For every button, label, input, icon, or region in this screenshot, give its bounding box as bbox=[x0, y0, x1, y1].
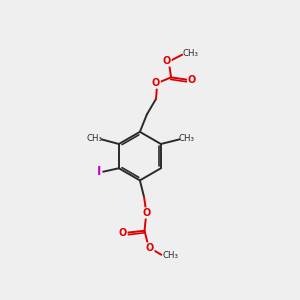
Text: CH₃: CH₃ bbox=[162, 251, 178, 260]
Text: O: O bbox=[188, 75, 196, 85]
Text: O: O bbox=[143, 208, 151, 218]
Text: CH₃: CH₃ bbox=[87, 134, 103, 143]
Text: CH₃: CH₃ bbox=[178, 134, 194, 143]
Text: O: O bbox=[163, 56, 171, 66]
Text: O: O bbox=[146, 243, 154, 253]
Text: O: O bbox=[119, 228, 127, 238]
Text: I: I bbox=[97, 165, 101, 178]
Text: O: O bbox=[152, 78, 160, 88]
Text: CH₃: CH₃ bbox=[183, 49, 199, 58]
